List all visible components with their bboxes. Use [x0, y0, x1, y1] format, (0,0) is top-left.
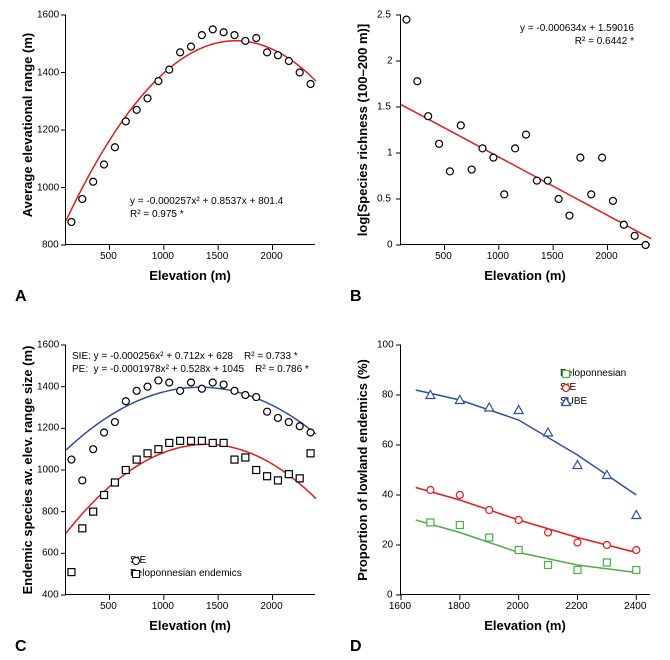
figure: Average elevational range (m) Elevation … — [0, 0, 670, 660]
panel-d: Proportion of lowland endemics (%) Eleva… — [335, 330, 670, 660]
ylabel-a: Average elevational range (m) — [20, 10, 35, 240]
plot-area-b — [400, 15, 650, 245]
xlabel-b: Elevation (m) — [400, 268, 650, 283]
legend-d-sube: SUBE — [560, 396, 587, 407]
equation-c: SIE: y = -0.000256x² + 0.712x + 628 R² =… — [72, 350, 309, 376]
plot-area-c — [65, 345, 315, 595]
panel-letter-d: D — [350, 638, 362, 656]
ylabel-b: log[Species richness (100–200 m)] — [355, 15, 370, 245]
ylabel-d: Proportion of lowland endemics (%) — [355, 345, 370, 595]
xlabel-c: Elevation (m) — [65, 618, 315, 633]
equation-a: y = -0.000257x² + 0.8537x + 801.4 R² = 0… — [130, 195, 283, 221]
plot-area-d — [400, 345, 650, 595]
xlabel-d: Elevation (m) — [400, 618, 650, 633]
legend-d-pe: Peloponnesian — [560, 368, 626, 379]
legend-c-sie: SIE — [130, 555, 146, 566]
panel-letter-c: C — [15, 638, 27, 656]
ylabel-c: Endemic species av. elev. range size (m) — [20, 345, 35, 595]
legend-c-pe: Peloponnesian endemics — [130, 568, 242, 579]
xlabel-a: Elevation (m) — [65, 268, 315, 283]
panel-b: log[Species richness (100–200 m)] Elevat… — [335, 0, 670, 310]
panel-letter-a: A — [15, 288, 27, 306]
panel-letter-b: B — [350, 288, 362, 306]
legend-d-sie: SIE — [560, 382, 576, 393]
equation-b: y = -0.000634x + 1.59016 R² = 0.6442 * — [520, 22, 634, 48]
legend-label: Peloponnesian endemics — [130, 568, 242, 579]
panel-a: Average elevational range (m) Elevation … — [0, 0, 335, 310]
panel-c: Endemic species av. elev. range size (m)… — [0, 330, 335, 660]
